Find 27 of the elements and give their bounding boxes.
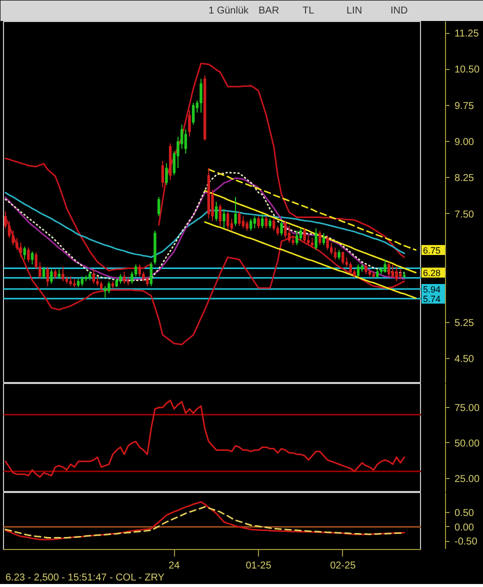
y-tick-label: 8.25 xyxy=(454,173,474,184)
chart-title: 1 Günlük xyxy=(208,6,250,16)
y-tick-label: 0.50 xyxy=(454,508,474,520)
y-tick-label: 9.00 xyxy=(454,137,474,148)
y-tick-label: 4.50 xyxy=(454,354,474,365)
y-tick-label: 7.50 xyxy=(454,209,474,220)
y-tick-label: 50.00 xyxy=(454,438,480,450)
y-tick-label: 0.00 xyxy=(454,522,474,534)
x-tick-label: 02-25 xyxy=(330,560,356,572)
y-tick-label: -0.50 xyxy=(454,536,478,548)
y-tick-label: 5.25 xyxy=(454,318,474,329)
ref-line-label: 5.74 xyxy=(422,294,440,304)
text: LIN xyxy=(346,6,362,16)
y-tick-label: 75.00 xyxy=(454,402,480,414)
x-tick-label: 01-25 xyxy=(246,560,272,572)
text: BAR xyxy=(258,6,280,16)
text: 6.23 - 2,500 - 15:51:47 - COL - ZRY xyxy=(6,572,165,584)
y-tick-label: 9.75 xyxy=(454,100,474,112)
data-label: 6.28 xyxy=(422,268,440,278)
y-tick-label: 11.25 xyxy=(454,28,480,40)
x-tick-label: 24 xyxy=(168,560,180,572)
text: IND xyxy=(390,6,408,16)
text: TL xyxy=(302,6,315,16)
y-tick-label: 25.00 xyxy=(454,474,480,485)
ref-line-label: 5.94 xyxy=(422,284,440,295)
y-tick-label: 10.50 xyxy=(454,64,480,76)
data-label: 6.75 xyxy=(422,245,440,256)
